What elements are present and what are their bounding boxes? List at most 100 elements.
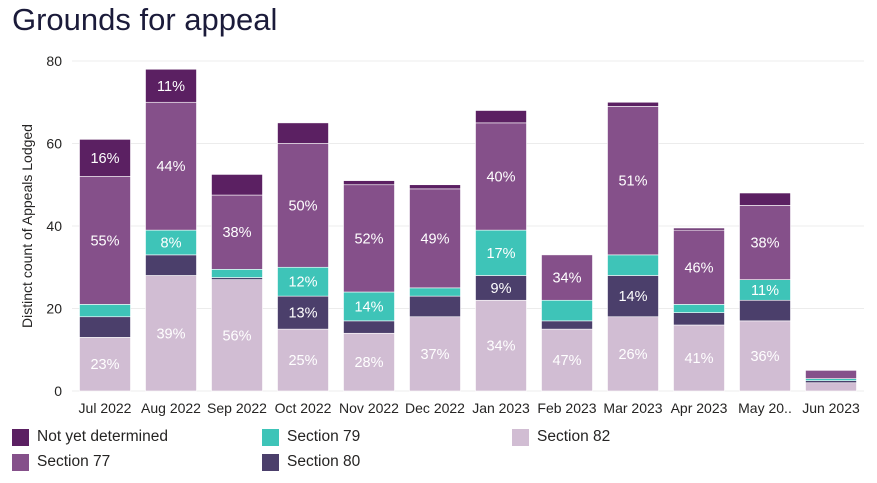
data-label: 28% [354, 355, 383, 371]
data-label: 56% [222, 328, 251, 344]
data-label: 39% [156, 326, 185, 342]
data-label: 11% [751, 283, 779, 299]
legend-swatch [262, 428, 279, 446]
x-tick-label: Feb 2023 [537, 400, 596, 416]
x-tick-label: Jan 2023 [472, 400, 530, 416]
data-label: 11% [157, 79, 185, 95]
bar-segment [607, 254, 659, 276]
data-label: 41% [684, 351, 713, 367]
data-label: 49% [420, 231, 449, 247]
data-label: 23% [90, 357, 119, 373]
bar-segment [739, 299, 791, 322]
data-label: 25% [288, 353, 317, 369]
data-label: 47% [552, 353, 581, 369]
bar-segment [673, 312, 725, 326]
x-tick-label: Jul 2022 [79, 400, 132, 416]
data-label: 34% [486, 339, 515, 355]
bar-segment [475, 122, 527, 231]
bar-segment [805, 378, 857, 381]
bar-segment [145, 101, 197, 231]
data-label: 8% [161, 236, 182, 252]
legend-item-section-82[interactable]: Section 82 [512, 428, 610, 446]
data-label: 9% [491, 281, 512, 297]
legend-item-section-77[interactable]: Section 77 [12, 453, 110, 471]
data-label: 14% [618, 289, 647, 305]
data-label: 16% [90, 151, 119, 167]
x-tick-label: Dec 2022 [405, 400, 465, 416]
x-tick-label: Apr 2023 [671, 400, 728, 416]
x-tick-label: Mar 2023 [603, 400, 662, 416]
data-label: 38% [750, 236, 779, 252]
data-label: 17% [486, 246, 515, 262]
bar-segment [607, 275, 659, 318]
legend-swatch [12, 453, 29, 471]
bar-segment [475, 275, 527, 301]
bar-segment [607, 101, 659, 107]
x-tick-label: May 20.. [738, 400, 792, 416]
data-label: 14% [354, 299, 383, 315]
data-label: 40% [486, 170, 515, 186]
x-tick-label: Sep 2022 [207, 400, 267, 416]
data-label: 36% [750, 349, 779, 365]
x-tick-label: Nov 2022 [339, 400, 399, 416]
bar-segment [277, 266, 329, 297]
legend-item-section-80[interactable]: Section 80 [262, 453, 360, 471]
data-label: 26% [618, 347, 647, 363]
bar-segment [211, 174, 263, 196]
bar-segment [211, 194, 263, 270]
bar-segment [541, 328, 593, 392]
y-tick-label: 80 [46, 53, 62, 69]
y-tick-label: 20 [46, 301, 62, 317]
legend-swatch [262, 453, 279, 471]
bar-segment [79, 139, 131, 177]
data-label: 13% [288, 306, 317, 322]
bar-segment [475, 229, 527, 276]
bar-segment [541, 299, 593, 322]
bar-segment [211, 269, 263, 278]
bar-segment [79, 337, 131, 392]
data-label: 55% [90, 233, 119, 249]
bar-segment [673, 324, 725, 392]
bar-segment [409, 316, 461, 392]
stacked-bar-chart: 0 20 40 60 80 Distinct count of Appeals Lodge… [19, 53, 864, 416]
data-label: 34% [552, 271, 581, 287]
bar-segment [79, 316, 131, 338]
bar-segment [343, 320, 395, 334]
bar-segment [805, 382, 857, 392]
data-label: 46% [684, 260, 713, 276]
bar-segment [805, 380, 857, 384]
bar-segment [409, 188, 461, 289]
bar-segment [673, 229, 725, 305]
legend-label: Section 79 [287, 428, 361, 445]
y-tick-label: 60 [46, 136, 62, 152]
bar-segment [79, 176, 131, 305]
bar-segment [739, 192, 791, 206]
legend-swatch [512, 428, 529, 446]
data-label: 50% [288, 198, 317, 214]
bar-segment [145, 68, 197, 103]
legend-item-not-yet-determined[interactable]: Not yet determined [12, 428, 168, 446]
bar-segment [673, 227, 725, 231]
bar-segment [409, 295, 461, 318]
legend-item-section-79[interactable]: Section 79 [262, 428, 360, 446]
bar-segment [805, 370, 857, 379]
data-label: 37% [420, 347, 449, 363]
bar-segment [607, 106, 659, 256]
chart-title: Grounds for appeal [12, 2, 278, 37]
bar-segment [145, 254, 197, 276]
bar-segment [475, 299, 527, 392]
bar-segment [739, 205, 791, 280]
bar-segment [673, 304, 725, 313]
data-label: 51% [618, 174, 647, 190]
bar-segment [409, 287, 461, 297]
bar-segment [211, 279, 263, 392]
legend-label: Section 82 [537, 428, 611, 445]
data-label: 52% [354, 231, 383, 247]
bar-segment [607, 316, 659, 392]
bar-segment [475, 110, 527, 124]
legend-swatch [12, 428, 29, 446]
bar-segment [211, 277, 263, 280]
bar-segment [541, 320, 593, 330]
data-label: 12% [288, 275, 317, 291]
bar-segment [343, 180, 395, 186]
